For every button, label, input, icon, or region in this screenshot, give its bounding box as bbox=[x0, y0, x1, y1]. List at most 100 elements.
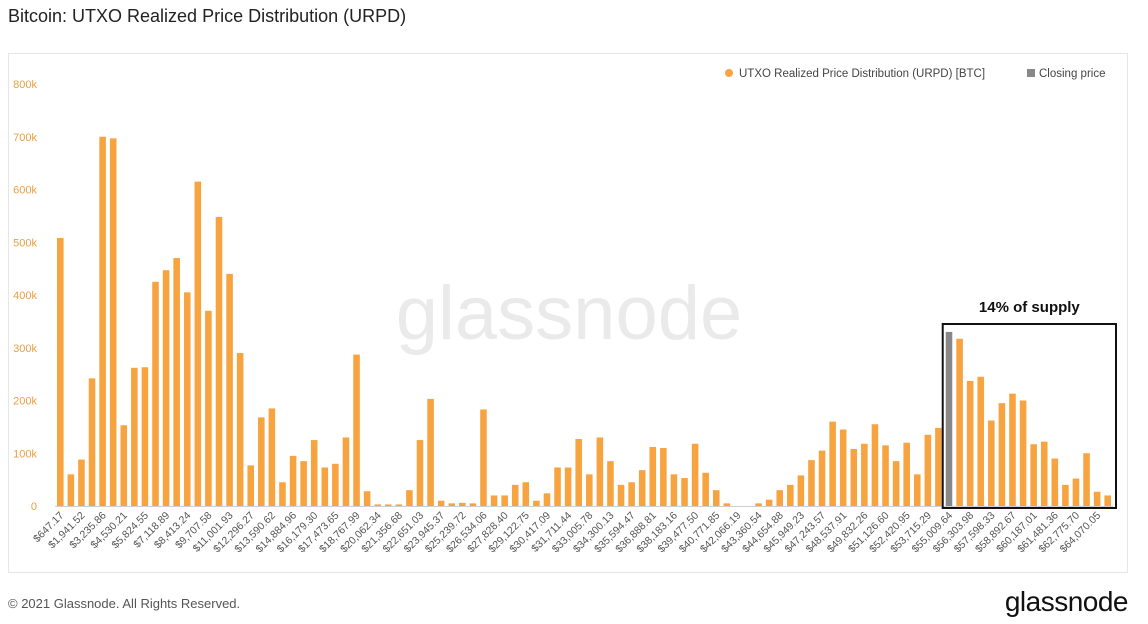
bar bbox=[829, 421, 836, 506]
bar bbox=[448, 503, 456, 506]
bar bbox=[416, 440, 424, 506]
bar bbox=[215, 216, 223, 506]
bar bbox=[776, 490, 784, 506]
page-title: Bitcoin: UTXO Realized Price Distributio… bbox=[8, 6, 407, 26]
bar bbox=[1083, 453, 1090, 506]
legend-label-urpd: UTXO Realized Price Distribution (URPD) … bbox=[739, 68, 985, 80]
bar bbox=[681, 478, 688, 506]
bar bbox=[765, 499, 773, 506]
bar bbox=[1104, 495, 1111, 506]
annotation-label: 14% of supply bbox=[979, 299, 1081, 316]
y-tick-label: 600k bbox=[13, 185, 37, 197]
bar bbox=[617, 484, 625, 506]
bar bbox=[935, 427, 942, 506]
bar bbox=[607, 461, 614, 506]
bar bbox=[279, 482, 286, 506]
bar bbox=[57, 238, 64, 506]
bar bbox=[321, 467, 329, 506]
bar bbox=[691, 443, 699, 506]
y-axis: 0 100k 200k 300k 400k 500k 600k 700k 800k bbox=[13, 79, 37, 513]
bar bbox=[1051, 458, 1059, 506]
legend[interactable]: UTXO Realized Price Distribution (URPD) … bbox=[725, 68, 1105, 80]
copyright: © 2021 Glassnode. All Rights Reserved. bbox=[8, 596, 241, 611]
bar bbox=[109, 138, 117, 506]
bar bbox=[702, 472, 709, 506]
bar bbox=[564, 467, 572, 506]
bar bbox=[670, 474, 678, 506]
bar bbox=[533, 500, 540, 506]
y-tick-label: 400k bbox=[13, 290, 37, 302]
bar bbox=[871, 424, 879, 506]
bar bbox=[988, 420, 995, 506]
bar bbox=[808, 460, 815, 506]
bar bbox=[554, 467, 561, 506]
bar bbox=[342, 437, 350, 506]
bar bbox=[755, 503, 762, 506]
x-axis: $647.17$1,941.52$3,235.86$4,530.21$5,824… bbox=[31, 510, 1103, 556]
bar bbox=[543, 493, 551, 506]
bar bbox=[1072, 478, 1080, 506]
bar bbox=[173, 258, 180, 506]
chart-panel: glassnode 0 100k 200k 300k 400k 500k 600k 700k 8… bbox=[8, 53, 1128, 573]
bar bbox=[437, 500, 445, 506]
bar bbox=[384, 504, 392, 506]
bar bbox=[99, 136, 106, 506]
bar bbox=[1030, 444, 1037, 506]
bar bbox=[903, 442, 910, 506]
bar bbox=[459, 502, 466, 506]
closing-price-bar bbox=[945, 331, 953, 506]
bar bbox=[247, 465, 255, 506]
y-tick-label: 0 bbox=[31, 501, 37, 513]
bar bbox=[511, 484, 519, 506]
bar bbox=[480, 409, 487, 506]
bar bbox=[88, 378, 96, 506]
bar bbox=[1009, 393, 1016, 506]
y-tick-label: 300k bbox=[13, 343, 37, 355]
bar bbox=[1040, 441, 1048, 506]
bars bbox=[55, 136, 1113, 507]
bar bbox=[1019, 400, 1027, 506]
bar bbox=[162, 270, 170, 506]
bar bbox=[205, 310, 212, 506]
bar bbox=[490, 495, 498, 506]
annotation-box bbox=[941, 323, 1117, 510]
bar bbox=[956, 338, 963, 506]
bar bbox=[183, 292, 191, 506]
y-tick-label: 500k bbox=[13, 237, 37, 249]
bar bbox=[353, 354, 360, 506]
bar bbox=[1093, 491, 1101, 506]
bar bbox=[131, 367, 138, 506]
bar bbox=[310, 440, 318, 506]
legend-swatch-urpd bbox=[725, 69, 733, 77]
y-tick-label: 200k bbox=[13, 396, 37, 408]
bar bbox=[913, 474, 921, 506]
bar bbox=[236, 353, 244, 506]
bar bbox=[882, 445, 889, 506]
legend-swatch-closing bbox=[1027, 69, 1035, 77]
bar bbox=[395, 504, 403, 506]
bar bbox=[268, 408, 276, 506]
bar bbox=[924, 434, 932, 506]
bar bbox=[649, 446, 657, 506]
y-tick-label: 700k bbox=[13, 132, 37, 144]
bar bbox=[1062, 484, 1069, 506]
bar bbox=[723, 503, 731, 506]
bar bbox=[141, 367, 149, 506]
bar bbox=[638, 470, 646, 506]
glassnode-logo[interactable]: glassnode bbox=[1004, 586, 1129, 617]
legend-label-closing: Closing price bbox=[1039, 68, 1105, 80]
watermark: glassnode bbox=[396, 271, 743, 356]
bar bbox=[712, 490, 720, 506]
bar bbox=[194, 181, 202, 506]
bar bbox=[966, 380, 974, 506]
bar bbox=[660, 447, 667, 506]
bar bbox=[427, 398, 434, 506]
bar bbox=[575, 439, 582, 506]
bar bbox=[78, 459, 85, 506]
bar bbox=[892, 461, 900, 506]
bar bbox=[258, 417, 265, 506]
supply-annotation: 14% of supply bbox=[941, 299, 1117, 510]
bar bbox=[152, 281, 159, 506]
bar bbox=[818, 450, 826, 506]
bar bbox=[797, 475, 805, 506]
